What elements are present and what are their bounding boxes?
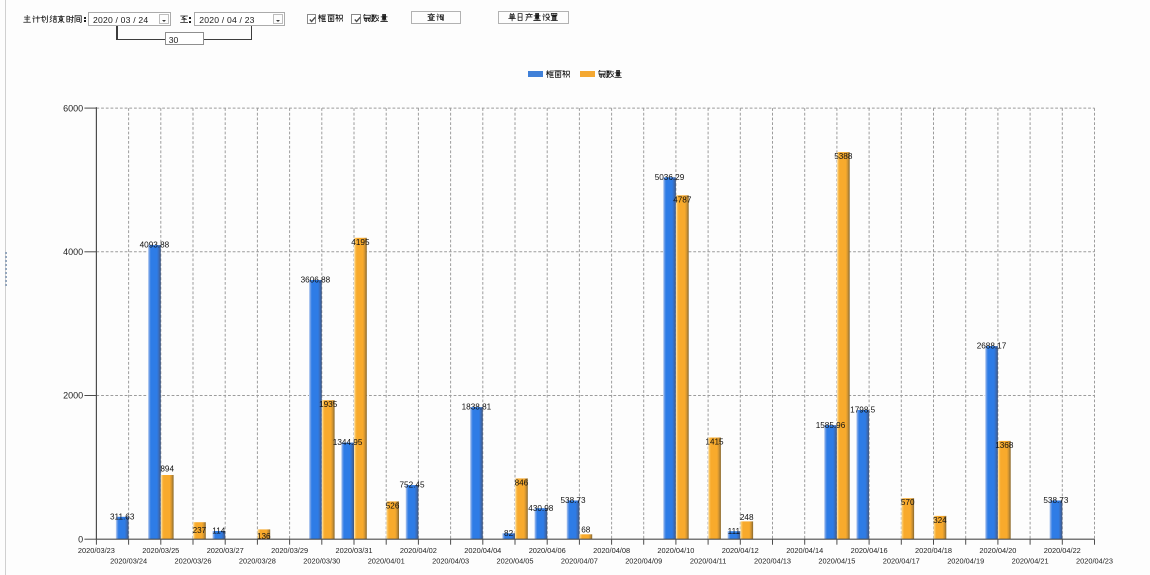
- svg-text:2020/04/17: 2020/04/17: [883, 556, 920, 565]
- svg-text:2688.17: 2688.17: [977, 342, 1007, 351]
- svg-text:538.73: 538.73: [1043, 496, 1068, 505]
- svg-text:2020/04/05: 2020/04/05: [497, 556, 534, 565]
- svg-text:0: 0: [78, 534, 83, 544]
- svg-text:5388: 5388: [834, 152, 853, 161]
- svg-text:2020/04/10: 2020/04/10: [657, 546, 694, 555]
- svg-text:4195: 4195: [351, 238, 370, 247]
- svg-text:2020/03/27: 2020/03/27: [207, 546, 244, 555]
- svg-text:2020/04/15: 2020/04/15: [818, 556, 855, 565]
- svg-text:2020/04/07: 2020/04/07: [561, 556, 598, 565]
- svg-text:2020/04/08: 2020/04/08: [593, 546, 630, 555]
- svg-text:2020/04/04: 2020/04/04: [464, 546, 501, 555]
- svg-text:1344.95: 1344.95: [333, 438, 363, 447]
- svg-text:311.63: 311.63: [110, 512, 135, 521]
- svg-text:2020/03/28: 2020/03/28: [239, 556, 276, 565]
- svg-text:324: 324: [933, 516, 947, 525]
- svg-text:2020/03/29: 2020/03/29: [271, 546, 308, 555]
- svg-text:2020/03/23: 2020/03/23: [78, 546, 115, 555]
- svg-text:237: 237: [193, 526, 207, 535]
- svg-text:2020/04/19: 2020/04/19: [947, 556, 984, 565]
- svg-text:2020/04/12: 2020/04/12: [722, 546, 759, 555]
- svg-text:752.45: 752.45: [399, 481, 424, 490]
- svg-text:1415: 1415: [705, 438, 724, 447]
- svg-text:538.73: 538.73: [560, 496, 585, 505]
- svg-text:1798.5: 1798.5: [850, 406, 875, 415]
- svg-text:2020/03/31: 2020/03/31: [336, 546, 373, 555]
- svg-text:2020/03/26: 2020/03/26: [175, 556, 212, 565]
- svg-text:136: 136: [257, 532, 271, 541]
- svg-text:1368: 1368: [995, 441, 1014, 450]
- svg-text:1838.81: 1838.81: [462, 403, 492, 412]
- svg-text:430.98: 430.98: [528, 504, 553, 513]
- svg-text:5036.29: 5036.29: [655, 173, 685, 182]
- svg-text:846: 846: [515, 478, 529, 487]
- svg-text:2020/04/01: 2020/04/01: [368, 556, 405, 565]
- svg-text:6000: 6000: [63, 103, 83, 113]
- svg-text:570: 570: [901, 498, 915, 507]
- svg-text:2020/04/09: 2020/04/09: [625, 556, 662, 565]
- svg-text:2020/04/21: 2020/04/21: [1012, 556, 1049, 565]
- svg-text:2020/04/22: 2020/04/22: [1044, 546, 1081, 555]
- svg-text:1935: 1935: [319, 400, 338, 409]
- svg-text:2020/04/11: 2020/04/11: [690, 556, 726, 565]
- svg-text:2020/04/13: 2020/04/13: [754, 556, 791, 565]
- svg-text:2020/03/25: 2020/03/25: [142, 546, 179, 555]
- svg-text:248: 248: [740, 513, 754, 522]
- svg-text:68: 68: [581, 526, 591, 535]
- svg-text:2020/04/16: 2020/04/16: [851, 546, 888, 555]
- svg-text:1585.96: 1585.96: [816, 421, 846, 430]
- svg-text:4787: 4787: [673, 195, 692, 204]
- svg-text:2020/04/20: 2020/04/20: [979, 546, 1016, 555]
- svg-text:2020/03/30: 2020/03/30: [303, 556, 340, 565]
- svg-text:2020/04/06: 2020/04/06: [529, 546, 566, 555]
- svg-text:2020/04/02: 2020/04/02: [400, 546, 437, 555]
- svg-text:3606.88: 3606.88: [301, 276, 331, 285]
- svg-text:2020/03/24: 2020/03/24: [110, 556, 147, 565]
- svg-text:2020/04/18: 2020/04/18: [915, 546, 952, 555]
- svg-text:4000: 4000: [63, 247, 83, 257]
- svg-text:2020/04/14: 2020/04/14: [786, 546, 823, 555]
- svg-text:2020/04/23: 2020/04/23: [1076, 556, 1113, 565]
- svg-text:82: 82: [504, 529, 514, 538]
- svg-text:111: 111: [728, 527, 741, 536]
- svg-text:894: 894: [160, 465, 174, 474]
- svg-text:4093.88: 4093.88: [140, 241, 170, 250]
- svg-text:526: 526: [386, 501, 400, 510]
- svg-text:114: 114: [212, 527, 225, 536]
- svg-text:2020/04/03: 2020/04/03: [432, 556, 469, 565]
- svg-text:2000: 2000: [63, 391, 83, 401]
